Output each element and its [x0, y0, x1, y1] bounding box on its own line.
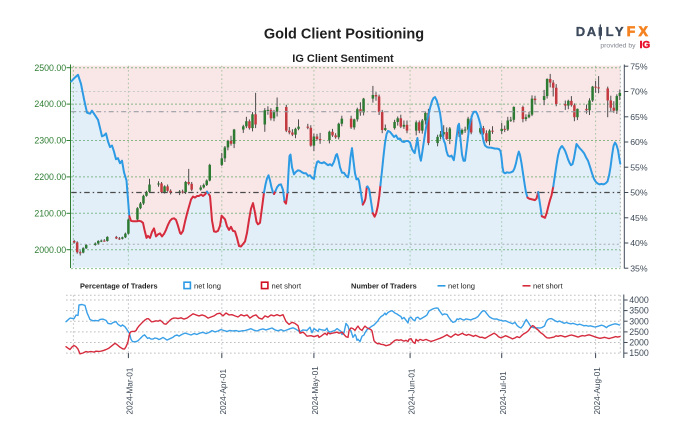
- svg-text:provided by: provided by: [600, 42, 636, 49]
- svg-text:2000.00: 2000.00: [34, 245, 66, 255]
- svg-text:Y: Y: [615, 24, 624, 39]
- svg-text:75%: 75%: [630, 61, 648, 71]
- svg-text:net long: net long: [194, 281, 221, 290]
- svg-text:A: A: [587, 24, 597, 39]
- svg-text:Gold Client Positioning: Gold Client Positioning: [264, 27, 424, 43]
- svg-text:35%: 35%: [630, 263, 648, 273]
- svg-text:2200.00: 2200.00: [34, 172, 66, 182]
- svg-text:2024-Jul-01: 2024-Jul-01: [499, 371, 508, 415]
- svg-text:2300.00: 2300.00: [34, 136, 66, 146]
- svg-text:4000: 4000: [629, 295, 649, 305]
- svg-text:3000: 3000: [629, 316, 649, 326]
- svg-text:2500: 2500: [629, 327, 649, 337]
- svg-text:F: F: [627, 24, 635, 39]
- svg-text:3500: 3500: [629, 306, 649, 316]
- svg-text:2024-Aug-01: 2024-Aug-01: [593, 367, 602, 415]
- svg-text:60%: 60%: [630, 137, 648, 147]
- svg-text:65%: 65%: [630, 112, 648, 122]
- svg-text:L: L: [606, 24, 614, 39]
- svg-text:2000: 2000: [629, 338, 649, 348]
- svg-text:50%: 50%: [630, 188, 648, 198]
- svg-text:2500.00: 2500.00: [34, 63, 66, 73]
- svg-text:D: D: [576, 24, 585, 39]
- svg-text:2024-May-01: 2024-May-01: [311, 366, 320, 415]
- svg-text:70%: 70%: [630, 87, 648, 97]
- svg-text:1500: 1500: [629, 348, 649, 358]
- svg-text:X: X: [639, 24, 649, 39]
- svg-text:net short: net short: [533, 281, 563, 290]
- svg-text:2024-Mar-01: 2024-Mar-01: [126, 367, 135, 414]
- svg-text:Percentage of Traders: Percentage of Traders: [80, 281, 158, 290]
- svg-text:Number of Traders: Number of Traders: [351, 281, 417, 290]
- svg-text:IG: IG: [640, 40, 651, 51]
- svg-text:55%: 55%: [630, 162, 648, 172]
- svg-text:40%: 40%: [630, 238, 648, 248]
- svg-text:net long: net long: [448, 281, 475, 290]
- svg-text:2024-Jun-01: 2024-Jun-01: [407, 368, 416, 414]
- svg-text:2100.00: 2100.00: [34, 208, 66, 218]
- svg-text:2024-Apr-01: 2024-Apr-01: [219, 369, 228, 415]
- svg-text:net short: net short: [272, 281, 302, 290]
- svg-text:45%: 45%: [630, 213, 648, 223]
- svg-text:IG Client Sentiment: IG Client Sentiment: [292, 53, 394, 65]
- svg-text:2400.00: 2400.00: [34, 99, 66, 109]
